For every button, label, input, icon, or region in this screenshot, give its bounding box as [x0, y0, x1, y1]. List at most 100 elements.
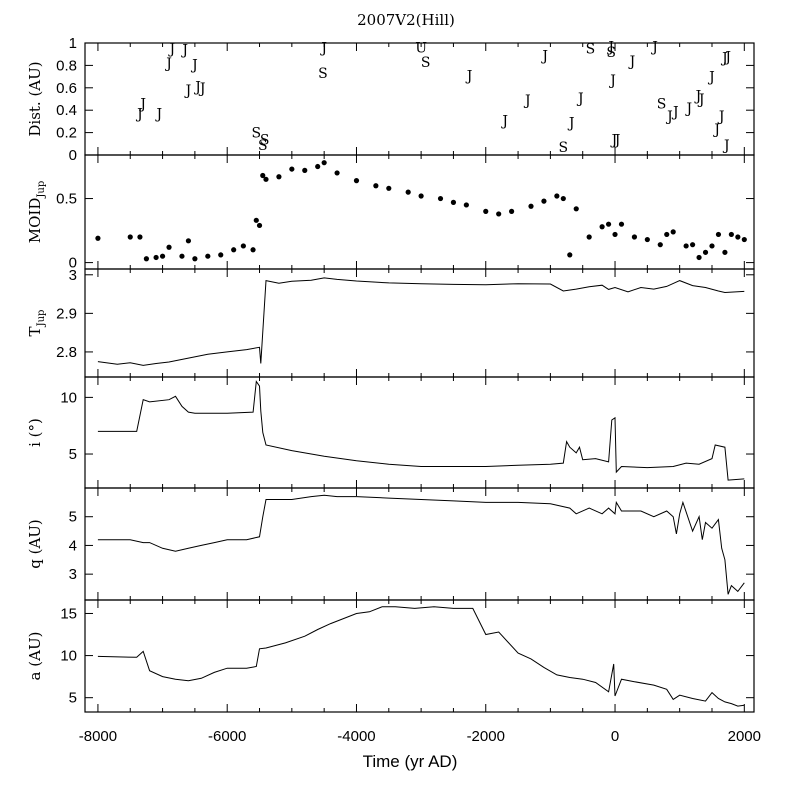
data-point: [253, 217, 259, 223]
data-point: [127, 234, 133, 240]
encounter-marker: J: [722, 138, 730, 154]
encounter-marker: S: [586, 42, 596, 58]
data-point: [509, 208, 515, 214]
data-point: [386, 185, 392, 191]
encounter-marker: J: [697, 92, 705, 108]
y-axis-label-moid: MOIDJup: [26, 181, 47, 243]
encounter-marker: J: [567, 116, 575, 132]
y-tick-label-moid: 0.5: [56, 191, 77, 208]
data-point: [240, 243, 246, 249]
data-point: [450, 199, 457, 205]
data-point: [644, 236, 650, 243]
encounter-marker: J: [671, 104, 679, 120]
encounter-marker: S: [657, 96, 667, 112]
series-line-incl: [97, 380, 745, 481]
data-point: [715, 231, 722, 238]
encounter-marker: J: [717, 109, 725, 125]
encounter-marker: J: [500, 113, 508, 129]
encounter-marker: S: [606, 45, 616, 61]
x-tick-label: -4000: [337, 728, 375, 745]
data-point: [722, 249, 728, 255]
encounter-marker: J: [184, 83, 192, 99]
encounter-marker: J: [665, 109, 673, 125]
data-point: [735, 234, 741, 240]
encounter-marker: S: [421, 55, 431, 71]
encounter-marker: J: [155, 107, 163, 123]
data-point: [263, 176, 269, 182]
panel-frame-moid: [84, 154, 755, 270]
data-point: [728, 231, 734, 238]
x-tick-label: 0: [611, 728, 619, 745]
data-point: [137, 234, 143, 240]
encounter-marker: J: [164, 56, 172, 72]
data-point: [599, 224, 605, 230]
y-axis-label-tjup: TJup: [26, 310, 47, 337]
y-axis-label-q: q (AU): [26, 519, 44, 569]
panel-tjup: 2.8 2.9 3 TJup: [26, 267, 755, 378]
data-point: [250, 247, 256, 253]
data-point: [683, 243, 689, 249]
data-point: [153, 254, 159, 261]
encounter-marker: J: [613, 132, 621, 148]
series-line-tjup: [97, 277, 745, 366]
data-point: [528, 203, 534, 209]
y-tick-label-a: 10: [60, 648, 77, 665]
y-tick-label-tjup: 2.9: [56, 305, 77, 322]
data-point: [334, 170, 340, 176]
encounter-marker: J: [576, 91, 584, 107]
y-tick-label-q: 4: [69, 537, 77, 554]
data-point: [483, 208, 489, 214]
encounter-marker: J: [610, 132, 618, 148]
data-point: [573, 206, 579, 212]
data-point: [260, 172, 266, 179]
data-point: [560, 195, 566, 202]
y-axis-label-a: a (AU): [26, 632, 44, 681]
y-axis-label-incl: i (°): [26, 418, 44, 447]
data-point: [496, 211, 502, 217]
encounter-marker: J: [193, 80, 201, 96]
y-tick-label-dist: 0.6: [56, 80, 77, 97]
data-point: [437, 195, 444, 202]
encounter-marker: J: [628, 54, 636, 70]
data-point: [166, 244, 172, 250]
data-point: [631, 234, 638, 240]
panel-frame-q: [84, 487, 755, 601]
encounter-marker: J: [135, 107, 143, 123]
panel-frame-incl: [84, 376, 755, 489]
encounter-marker: S: [251, 126, 261, 142]
y-tick-label-q: 5: [69, 509, 77, 526]
encounter-marker: J: [685, 101, 693, 117]
data-point: [586, 234, 592, 240]
data-point: [276, 174, 282, 180]
series-line-a: [97, 606, 745, 707]
x-axis: -8000 -6000 -4000 -2000 0 2000: [79, 728, 761, 745]
encounter-marker: J: [319, 40, 327, 56]
data-point: [567, 252, 573, 258]
encounter-marker: S: [318, 66, 328, 82]
x-axis-label: Time (yr AD): [363, 752, 458, 771]
encounter-marker: S: [258, 138, 268, 154]
y-tick-label-q: 3: [69, 566, 77, 583]
data-point: [702, 249, 709, 255]
encounter-marker: S: [559, 140, 569, 156]
encounter-marker: J: [694, 89, 702, 105]
data-point: [541, 198, 547, 204]
panel-a: 5 10 15 a (AU): [26, 599, 755, 713]
data-point: [185, 238, 192, 244]
data-point: [741, 236, 747, 243]
encounter-marker: S: [260, 132, 270, 148]
encounter-marker: J: [712, 122, 720, 138]
encounter-marker: J: [138, 96, 146, 112]
x-tick-label: 2000: [728, 728, 761, 745]
data-point: [418, 193, 424, 199]
y-tick-label-dist: 0.8: [56, 57, 77, 74]
encounter-marker: J: [606, 39, 614, 55]
encounter-marker: J: [540, 48, 548, 64]
encounter-marker: U: [415, 40, 427, 56]
data-point: [315, 163, 321, 170]
data-point: [143, 256, 150, 262]
y-tick-label-incl: 5: [69, 446, 77, 463]
data-point: [373, 183, 379, 189]
panel-incl: 5 10 i (°): [26, 376, 755, 489]
